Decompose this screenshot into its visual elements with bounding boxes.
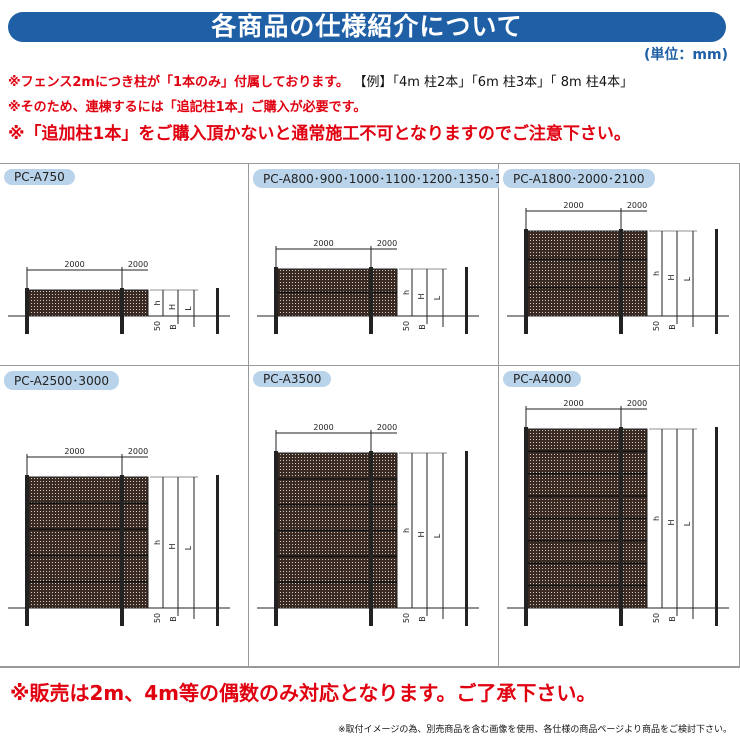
height-dimension: L [683,521,692,526]
height-dimension: h [153,540,162,545]
height-dimension: H [168,304,177,310]
sales-notice: ※販売は2m、4m等の偶数のみ対応となります。ご了承下さい。 [10,681,597,705]
width-dimension: 2000 [563,201,583,210]
height-dimension: H [168,543,177,549]
height-dimension: L [433,295,442,300]
fence-diagram: 2000 2000 h H L 50 B [507,201,729,334]
depth-dimension: 50 [153,321,162,331]
width-dimension: 2000 [64,447,84,456]
model-label: PC-A800･900･1000･1100･1200･1350･1500 [253,169,536,188]
width-dimension: 2000 [313,239,333,248]
spec-panel: PC-A4000 2000 2000 h H L 50 B [499,366,740,667]
height-dimension: L [433,533,442,538]
depth-dimension: 50 [153,613,162,623]
spare-post [216,475,219,626]
post [524,427,528,626]
unit-label: (単位：mm) [644,47,728,63]
width-dimension: 2000 [377,239,397,248]
post [25,475,29,626]
fence-diagram: 2000 2000 h H L 50 B [257,423,479,626]
post [120,475,124,626]
post [369,267,373,334]
post [619,229,623,334]
depth-dimension: B [418,616,427,622]
model-label: PC-A750 [4,169,75,185]
post [120,288,124,334]
width-dimension: 2000 [563,399,583,408]
height-dimension: h [652,271,661,276]
height-dimension: L [683,276,692,281]
spare-post [216,288,219,334]
height-dimension: L [184,306,193,311]
height-dimension: L [184,545,193,550]
spare-post [465,451,468,626]
height-dimension: H [667,274,676,280]
height-dimension: h [402,290,411,295]
width-dimension: 2000 [377,423,397,432]
spec-panel: PC-A1800･2000･2100 2000 2000 h H L 50 B [499,164,740,366]
depth-dimension: B [418,324,427,330]
spare-post [465,267,468,334]
height-dimension: H [667,519,676,525]
spec-panel: PC-A3500 2000 2000 h H L 50 B [249,366,499,667]
width-dimension: 2000 [313,423,333,432]
depth-dimension: 50 [402,613,411,623]
model-label: PC-A1800･2000･2100 [503,169,655,188]
depth-dimension: B [668,324,677,330]
spec-panel: PC-A2500･3000 2000 2000 h H L 50 B [0,366,249,667]
note-line-1: ※フェンス2mにつき柱が「1本のみ」付属しております。 【例】「4m 柱2本」「… [8,71,633,90]
model-label: PC-A3500 [253,371,332,387]
depth-dimension: 50 [652,613,661,623]
spare-post [715,229,718,334]
height-dimension: h [153,300,162,305]
page-title: 各商品の仕様紹介について [8,12,726,42]
spare-post [715,427,718,626]
spec-panel: PC-A750 2000 2000 h H L 50 B [0,164,249,366]
model-label: PC-A2500･3000 [4,371,119,390]
height-dimension: H [417,531,426,537]
post [274,267,278,334]
depth-dimension: B [668,616,677,622]
width-dimension: 2000 [64,260,84,269]
fence-diagram: 2000 2000 h H L 50 B [507,399,729,626]
note-post-count: ※フェンス2mにつき柱が「1本のみ」付属しております。 [8,75,349,90]
post [619,427,623,626]
height-dimension: h [652,516,661,521]
depth-dimension: 50 [652,321,661,331]
spec-grid: PC-A750 2000 2000 h H L 50 B PC-A800･900･1000･11… [0,163,740,668]
width-dimension: 2000 [627,399,647,408]
depth-dimension: B [169,616,178,622]
fence-diagram: 2000 2000 h H L 50 B [8,447,230,626]
note-example: 【例】「4m 柱2本」「6m 柱3本」「 8m 柱4本」 [353,75,634,90]
mesh-panel [26,289,149,317]
width-dimension: 2000 [128,260,148,269]
disclaimer: ※取付イメージの為、別売商品を含む画像を使用、各仕様の商品ページより商品をご検討… [337,725,732,735]
model-label: PC-A4000 [503,371,582,387]
post [524,229,528,334]
note-line-2: ※そのため、連棟するには「追記柱1本」ご購入が必要です。 [8,100,367,115]
depth-dimension: 50 [402,321,411,331]
mesh-panel [26,476,149,609]
post [274,451,278,626]
spec-panel: PC-A800･900･1000･1100･1200･1350･1500 2000… [249,164,536,366]
post [369,451,373,626]
height-dimension: h [402,528,411,533]
fence-diagram: 2000 2000 h H L 50 B [8,260,230,334]
depth-dimension: B [169,324,178,330]
width-dimension: 2000 [627,201,647,210]
note-line-3: ※「追加柱1本」をご購入頂かないと通常施工不可となりますのでご注意下さい。 [8,124,631,144]
post [25,288,29,334]
height-dimension: H [417,293,426,299]
mesh-panel [525,230,648,317]
fence-diagram: 2000 2000 h H L 50 B [257,239,479,334]
width-dimension: 2000 [128,447,148,456]
